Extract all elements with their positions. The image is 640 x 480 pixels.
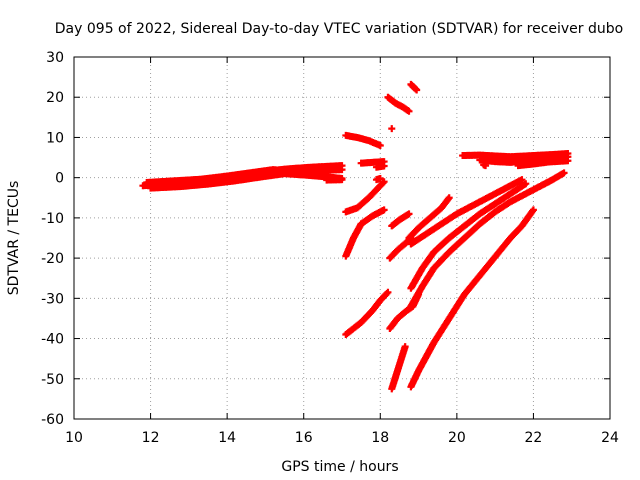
data-point-marker	[380, 162, 388, 170]
y-tick-label: -40	[41, 332, 64, 348]
x-axis-label: GPS time / hours	[281, 459, 398, 475]
data-point-marker	[380, 206, 388, 214]
y-tick-label: 0	[55, 171, 64, 187]
series-track-16	[388, 210, 413, 230]
data-point-marker	[445, 194, 453, 202]
data-point-marker	[338, 176, 346, 184]
plot-frame	[73, 56, 611, 420]
data-point-marker	[338, 166, 346, 174]
x-tick-label: 18	[371, 430, 389, 446]
series-track-3	[147, 170, 346, 192]
data-point-marker	[384, 288, 392, 296]
data-point-marker	[522, 180, 530, 188]
y-tick-label: -20	[41, 251, 64, 267]
axis-ticks: 10 12 14 16 18 20 22 24 -60 -50 -40 -30 -20 -10 0 10 20 3…	[41, 50, 619, 446]
data-markers	[139, 80, 572, 393]
series-track-12	[342, 288, 392, 339]
series-track-24	[407, 206, 537, 391]
data-point-marker	[413, 86, 421, 94]
x-tick-label: 24	[601, 430, 619, 446]
series-track-22	[407, 180, 530, 292]
x-tick-label: 14	[218, 430, 236, 446]
data-point-marker	[529, 206, 537, 214]
y-tick-label: -10	[41, 211, 64, 227]
y-tick-label: -50	[41, 372, 64, 388]
series-track-8	[372, 174, 384, 184]
grid-lines	[74, 57, 610, 419]
data-point-marker	[376, 141, 384, 149]
y-tick-label: 10	[46, 130, 64, 146]
data-point-marker	[564, 157, 572, 165]
series-track-28	[480, 161, 490, 170]
data-point-marker	[401, 343, 409, 351]
series-track-7	[372, 162, 388, 171]
series-track-19	[407, 176, 526, 248]
series-track-27	[514, 157, 572, 170]
data-point-marker	[376, 174, 384, 182]
series-track-17	[386, 234, 415, 262]
chart-title: Day 095 of 2022, Sidereal Day-to-day VTE…	[55, 21, 623, 37]
series-track-21	[407, 169, 568, 310]
x-tick-label: 20	[448, 430, 466, 446]
data-point-marker	[405, 107, 413, 115]
data-point-marker	[405, 210, 413, 218]
series-track-11	[357, 206, 388, 228]
y-axis-label: SDTVAR / TECUs	[6, 181, 22, 296]
data-point-marker	[388, 125, 396, 133]
series-track-14	[388, 125, 396, 133]
y-tick-label: 30	[46, 50, 64, 66]
y-tick-label: -60	[41, 412, 64, 428]
series-track-13	[384, 93, 413, 115]
x-tick-label: 22	[525, 430, 543, 446]
y-tick-label: -30	[41, 291, 64, 307]
series-track-23	[388, 343, 409, 393]
y-tick-label: 20	[46, 90, 64, 106]
series-track-15	[407, 80, 421, 94]
data-point-marker	[482, 162, 490, 170]
x-tick-label: 16	[295, 430, 313, 446]
data-point-marker	[380, 178, 388, 186]
series-track-5	[342, 131, 384, 149]
series-track-4	[323, 176, 346, 184]
data-point-marker	[518, 176, 526, 184]
x-tick-label: 12	[142, 430, 160, 446]
series-track-18	[405, 194, 453, 242]
x-tick-label: 10	[65, 430, 83, 446]
series-track-9	[342, 178, 388, 216]
data-point-marker	[560, 169, 568, 177]
